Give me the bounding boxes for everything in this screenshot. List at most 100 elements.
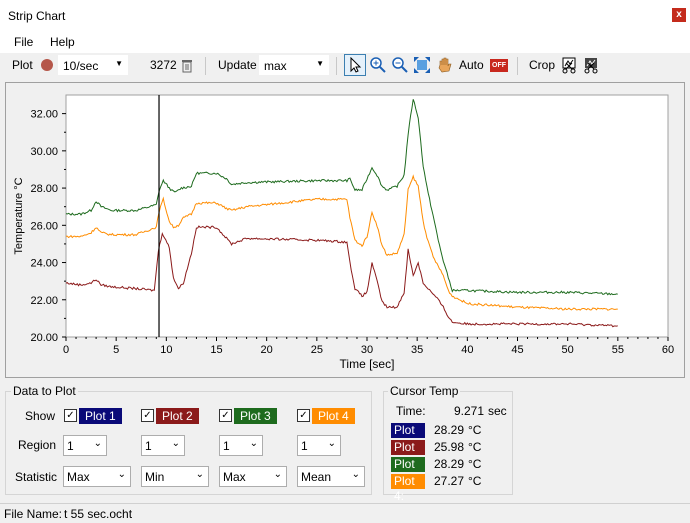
plot-3-statistic-select[interactable]: Max ⌄ [219,466,287,487]
cursor-plot-4-unit: °C [468,474,482,488]
window-title: Strip Chart [8,9,66,23]
crop-label: Crop [529,58,556,72]
plot-1-statistic-value: Max [67,470,90,484]
file-name-label: File Name: [4,507,63,521]
chevron-down-icon: ⌄ [351,469,360,480]
plot-3-statistic-value: Max [223,470,246,484]
series-line-1 [65,99,618,296]
time-label: Time: [396,404,426,418]
time-value: 9.271 [454,404,485,418]
trash-icon[interactable] [180,57,194,73]
auto-label: Auto [459,58,484,72]
plot-1-region-value: 1 [67,439,74,453]
y-tick-label: 24.00 [30,258,58,270]
x-tick-label: 10 [160,344,172,356]
statistic-label: Statistic [15,470,58,484]
plot-area[interactable] [65,94,669,338]
cursor-plot-1-tag: Plot 1: [391,423,425,452]
plot-1-tag: Plot 1 [79,407,122,424]
y-axis: 20.00 22.00 24.00 26.00 28.00 30.00 32.00 [30,109,66,344]
y-tick-label: 30.00 [30,146,58,158]
cursor-temp-group: Cursor Temp Time: 9.271 sec Plot 1: 28.2… [383,384,513,503]
chevron-down-icon: ⌄ [93,438,102,449]
chevron-down-icon: ▼ [115,59,123,68]
zoom-fit-icon[interactable] [413,56,431,74]
cursor-plot-1-unit: °C [468,423,482,437]
plot-3-checkbox[interactable]: ✓ Plot 3 [219,407,277,424]
update-select[interactable]: max ▼ [259,55,329,75]
x-tick-label: 30 [361,344,373,356]
sample-rate-select[interactable]: 10/sec ▼ [58,55,128,75]
chart-panel: 20.00 22.00 24.00 26.00 28.00 30.00 32.00 0 5 10… [5,82,685,378]
cursor-plot-2-value: 25.98 [434,440,465,454]
x-axis-label: Time [sec] [340,357,395,371]
update-value: max [264,59,287,73]
pointer-icon[interactable] [344,54,366,76]
y-tick-label: 26.00 [30,220,58,232]
plot-1-checkbox[interactable]: ✓ Plot 1 [64,407,122,424]
y-axis-label: Temperature °C [13,177,25,254]
zoom-in-icon[interactable] [369,56,387,74]
crop-icon[interactable] [560,56,578,74]
chevron-down-icon: ⌄ [195,469,204,480]
plot-4-region-select[interactable]: 1 ⌄ [297,435,341,456]
x-tick-label: 0 [63,344,69,356]
region-label: Region [18,438,57,452]
menu-file[interactable]: File [14,35,34,49]
plot-4-checkbox[interactable]: ✓ Plot 4 [297,407,355,424]
chevron-down-icon: ⌄ [327,438,336,449]
cursor-temp-title: Cursor Temp [388,384,461,398]
plot-4-statistic-value: Mean [301,470,332,484]
chevron-down-icon: ⌄ [273,469,282,480]
cursor-plot-4-tag: Plot 4: [391,474,425,503]
plot-1-statistic-select[interactable]: Max ⌄ [63,466,131,487]
strip-chart[interactable]: 20.00 22.00 24.00 26.00 28.00 30.00 32.00 0 5 10… [6,83,684,377]
chevron-down-icon: ⌄ [249,438,258,449]
zoom-out-icon[interactable] [391,56,409,74]
x-tick-label: 40 [461,344,473,356]
update-label: Update [218,58,257,72]
cursor-plot-2-unit: °C [468,440,482,454]
crop-undo-icon[interactable] [582,56,600,74]
show-label: Show [25,409,56,423]
cursor-plot-3-unit: °C [468,457,482,471]
toolbar-separator [517,57,518,75]
sample-count: 3272 [150,58,177,72]
record-icon[interactable] [40,58,54,72]
toolbar: Plot 10/sec ▼ 3272 Update max ▼ Auto OFF… [0,53,690,79]
plot-1-region-select[interactable]: 1 ⌄ [63,435,107,456]
sample-rate-value: 10/sec [63,59,99,73]
auto-toggle[interactable]: OFF [490,59,508,72]
y-tick-label: 20.00 [30,332,58,344]
toolbar-separator [336,57,337,75]
cursor-plot-3-value: 28.29 [434,457,465,471]
checkmark-icon: ✓ [297,409,310,422]
plot-3-region-value: 1 [223,439,230,453]
plot-3-region-select[interactable]: 1 ⌄ [219,435,263,456]
x-tick-label: 55 [612,344,624,356]
checkmark-icon: ✓ [64,409,77,422]
x-tick-label: 60 [662,344,674,356]
cursor-plot-2-tag: Plot 2: [391,440,425,469]
plot-2-statistic-select[interactable]: Min ⌄ [141,466,209,487]
pan-hand-icon[interactable] [436,56,454,74]
plot-4-statistic-select[interactable]: Mean ⌄ [297,466,365,487]
y-tick-label: 28.00 [30,183,58,195]
plot-3-tag: Plot 3 [234,407,277,424]
plot-2-tag: Plot 2 [156,407,199,424]
cursor-plot-4-value: 27.27 [434,474,465,488]
cursor-plot-3-tag: Plot 3: [391,457,425,486]
x-tick-label: 50 [562,344,574,356]
x-tick-label: 15 [210,344,222,356]
plot-2-checkbox[interactable]: ✓ Plot 2 [141,407,199,424]
chevron-down-icon: ⌄ [171,438,180,449]
close-icon[interactable]: x [672,8,686,22]
cursor-plot-1-value: 28.29 [434,423,465,437]
y-tick-label: 32.00 [30,109,58,121]
menu-help[interactable]: Help [50,35,75,49]
plot-label: Plot [12,58,33,72]
x-tick-label: 20 [261,344,273,356]
x-tick-label: 25 [311,344,323,356]
time-unit: sec [488,404,507,418]
plot-2-region-select[interactable]: 1 ⌄ [141,435,185,456]
